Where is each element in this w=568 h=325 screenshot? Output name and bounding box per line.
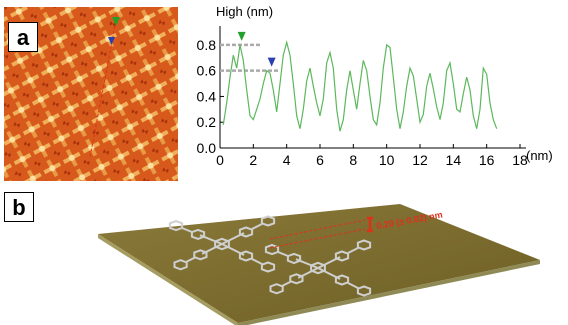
panel-label-a: a bbox=[8, 22, 38, 52]
y-tick-label: 0.4 bbox=[197, 88, 217, 104]
bond bbox=[181, 227, 193, 233]
x-tick-label: 14 bbox=[446, 152, 462, 168]
bond bbox=[277, 251, 289, 257]
bond bbox=[347, 282, 359, 289]
terminal-ring bbox=[269, 283, 284, 295]
terminal-ring bbox=[356, 285, 372, 297]
arm-ring bbox=[238, 226, 254, 238]
x-tick-label: 12 bbox=[412, 152, 428, 168]
height-guide-line bbox=[269, 219, 366, 240]
arm-ring bbox=[193, 249, 208, 261]
terminal-ring bbox=[264, 243, 280, 256]
x-tick-label: 6 bbox=[316, 152, 324, 168]
arm-ring bbox=[334, 250, 350, 262]
terminal-ring bbox=[260, 215, 276, 227]
y-tick-label: 0.0 bbox=[197, 140, 217, 156]
x-tick-label: 16 bbox=[479, 152, 495, 168]
molecule bbox=[168, 215, 372, 297]
substrate-edge bbox=[238, 260, 540, 325]
terminal-ring bbox=[260, 261, 276, 273]
y-tick-label: 0.8 bbox=[197, 37, 217, 53]
panel-label-b: b bbox=[4, 192, 34, 222]
peak-marker-icon bbox=[267, 57, 276, 67]
arm-ring bbox=[334, 274, 350, 286]
profile-series-line bbox=[222, 39, 498, 132]
blue-marker-icon bbox=[108, 37, 115, 45]
bond bbox=[281, 280, 292, 287]
terminal-ring bbox=[168, 220, 184, 232]
bond bbox=[251, 223, 263, 230]
x-tick-label: 8 bbox=[349, 152, 357, 168]
substrate-side bbox=[98, 234, 238, 325]
height-bracket-icon bbox=[367, 216, 373, 233]
peak-marker-icon bbox=[237, 31, 246, 41]
height-profile-chart: 0 2 4 6 8 10 12 14 16 18 0.0 0.2 0.4 0.6 0.8 High (nm) (… bbox=[197, 4, 553, 168]
y-tick-label: 0.6 bbox=[197, 63, 217, 79]
x-tick-label: 10 bbox=[379, 152, 395, 168]
y-axis-label: High (nm) bbox=[216, 4, 273, 19]
x-tick-label: 18 bbox=[512, 152, 528, 168]
x-tick-label: 0 bbox=[216, 152, 224, 168]
terminal-ring bbox=[173, 259, 188, 271]
y-tick-label: 0.2 bbox=[197, 114, 217, 130]
terminal-ring bbox=[356, 239, 372, 251]
x-axis-label: (nm) bbox=[526, 148, 553, 163]
x-tick-label: 4 bbox=[283, 152, 291, 168]
height-guide-line-2 bbox=[269, 228, 366, 249]
bond bbox=[347, 247, 359, 254]
profile-line bbox=[89, 20, 117, 158]
green-marker-icon bbox=[112, 17, 120, 26]
bond bbox=[185, 256, 196, 263]
x-tick-label: 2 bbox=[249, 152, 257, 168]
arm-ring bbox=[238, 250, 254, 262]
arm-ring bbox=[289, 273, 304, 285]
bond bbox=[251, 258, 263, 265]
molecule-model: 0.20 (± 0.02) nm bbox=[98, 204, 540, 325]
